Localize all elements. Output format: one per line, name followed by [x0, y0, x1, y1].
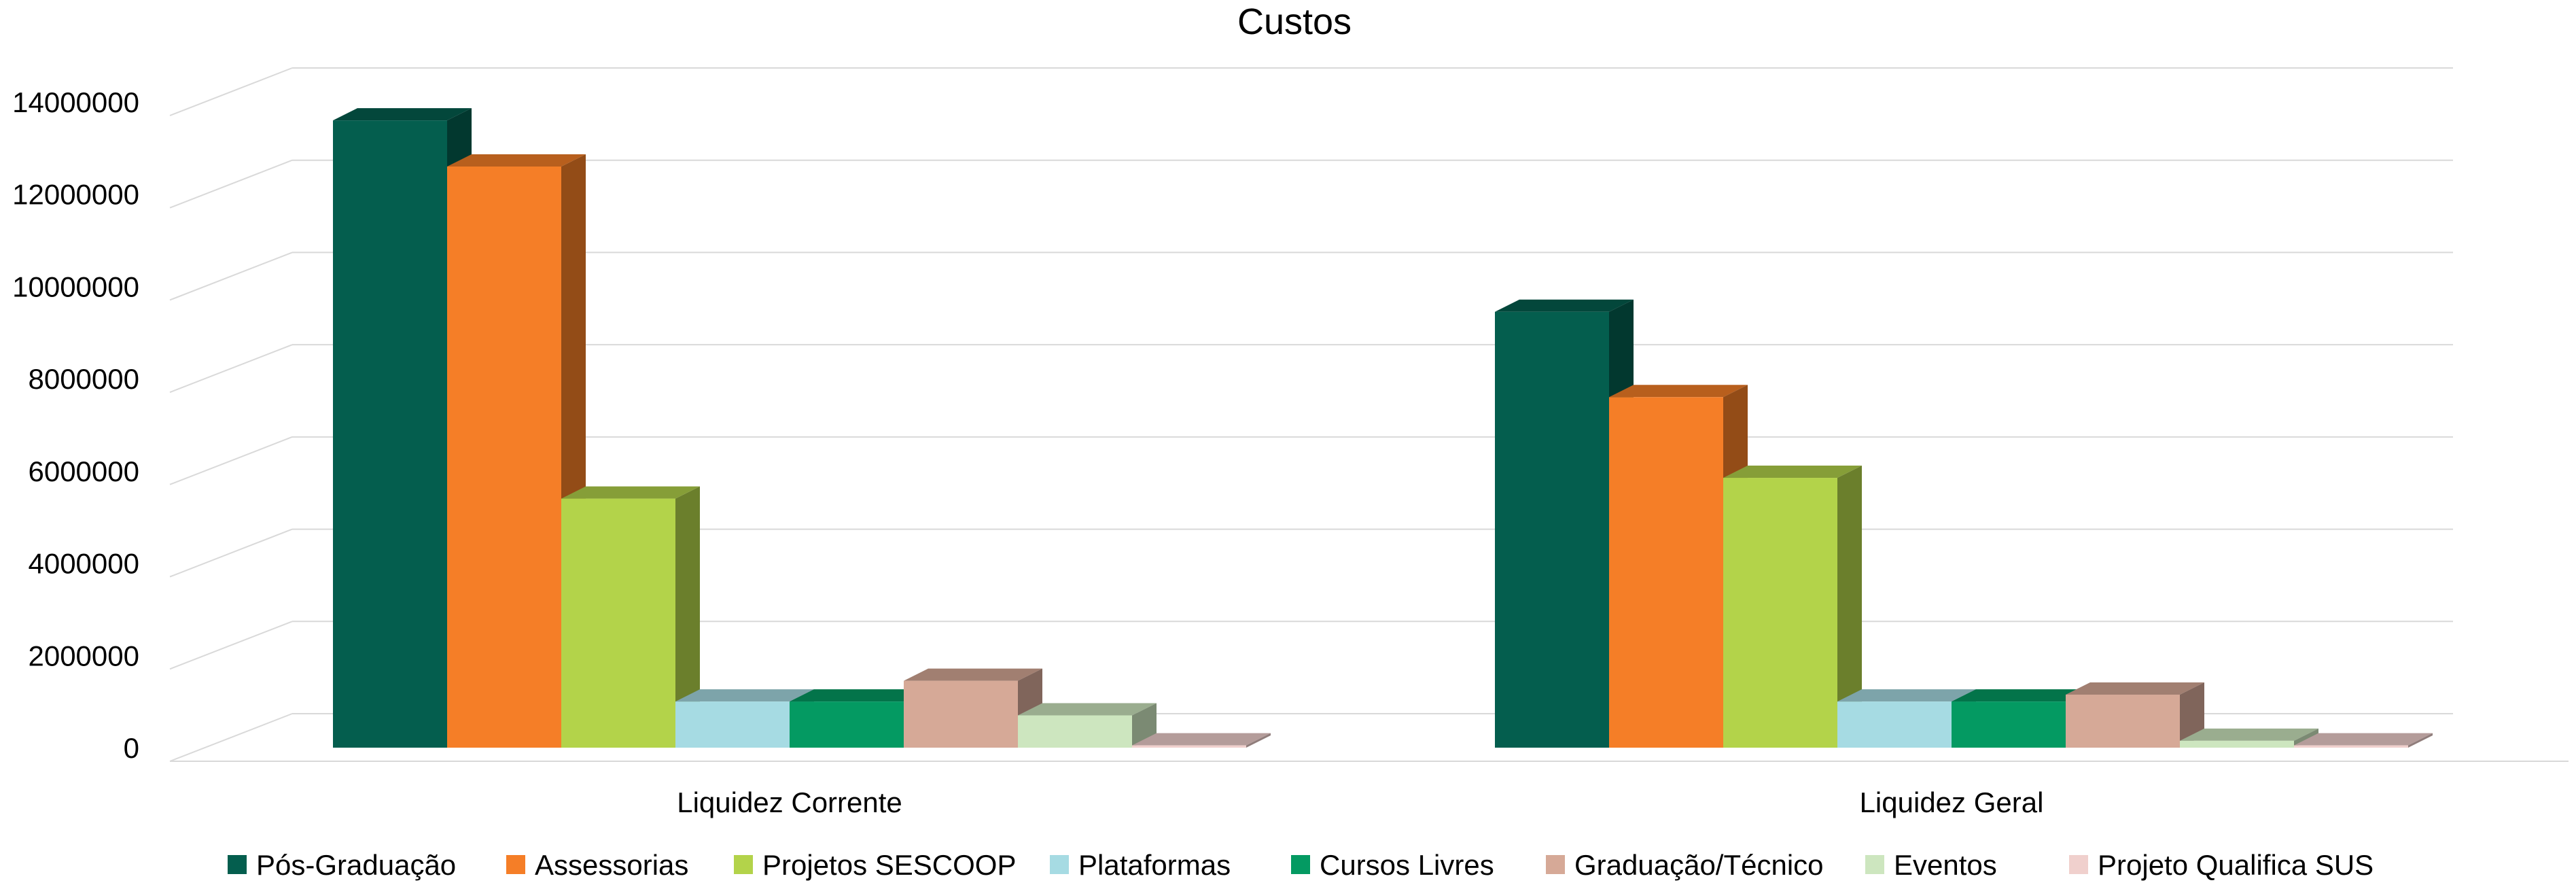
- legend-item: Projetos SESCOOP: [734, 849, 1016, 881]
- bar: [2066, 682, 2204, 748]
- gridline-side: [169, 528, 293, 578]
- gridline-side: [169, 621, 293, 670]
- bar-front: [2180, 740, 2294, 748]
- bar-side: [2180, 682, 2204, 748]
- bar: [904, 668, 1042, 748]
- bar-front: [790, 701, 904, 748]
- bar-top: [333, 108, 472, 121]
- bar-front: [561, 498, 675, 748]
- legend-label: Projetos SESCOOP: [762, 849, 1016, 881]
- bar-front: [2294, 745, 2408, 748]
- gridline-side: [169, 713, 293, 762]
- legend-item: Pós-Graduação: [228, 849, 456, 881]
- bar-side: [1246, 733, 1271, 748]
- legend-swatch: [2069, 855, 2088, 874]
- legend-item: Projeto Qualifica SUS: [2069, 849, 2374, 881]
- bar-top: [1952, 689, 2090, 702]
- legend-item: Eventos: [1865, 849, 1997, 881]
- legend: Pós-Graduação Assessorias Projetos SESCOOP…: [228, 849, 2374, 881]
- y-tick-label: 4000000: [28, 548, 139, 580]
- y-tick-label: 2000000: [28, 640, 139, 672]
- bar-front: [2066, 694, 2180, 748]
- legend-swatch: [734, 855, 753, 874]
- gridline-side: [169, 344, 293, 394]
- bar-top: [1837, 689, 1976, 702]
- bar-top: [1495, 299, 1634, 312]
- bar-top: [790, 689, 928, 702]
- bar-front: [1609, 397, 1723, 748]
- legend-swatch: [1546, 855, 1565, 874]
- bar: [561, 486, 700, 748]
- legend-swatch: [506, 855, 525, 874]
- bar-top: [904, 668, 1042, 681]
- bar-top: [675, 689, 814, 702]
- bar-top: [561, 486, 700, 499]
- chart-title: Custos: [1237, 1, 1352, 42]
- legend-label: Cursos Livres: [1320, 849, 1494, 881]
- gridline-side: [169, 67, 293, 116]
- bar-side: [2408, 733, 2433, 748]
- legend-label: Plataformas: [1078, 849, 1231, 881]
- legend-label: Pós-Graduação: [256, 849, 456, 881]
- legend-item: Graduação/Técnico: [1546, 849, 1824, 881]
- bar-top: [1609, 385, 1748, 398]
- bars: [333, 108, 2433, 748]
- legend-swatch: [228, 855, 247, 874]
- legend-swatch: [1050, 855, 1069, 874]
- gridline-side: [169, 159, 293, 209]
- legend-label: Assessorias: [535, 849, 688, 881]
- bar-side: [675, 486, 700, 748]
- bar-front: [1837, 701, 1952, 748]
- legend-label: Projeto Qualifica SUS: [2098, 849, 2374, 881]
- y-tick-label: 8000000: [28, 363, 139, 395]
- y-tick-label: 0: [124, 732, 139, 764]
- bar-front: [675, 701, 790, 748]
- bar-top: [1723, 466, 1862, 479]
- y-tick-label: 6000000: [28, 455, 139, 487]
- x-axis: Liquidez Corrente Liquidez Geral: [677, 786, 2043, 818]
- bar: [1723, 466, 1862, 748]
- y-tick-label: 10000000: [12, 271, 139, 302]
- bar-side: [1837, 466, 1862, 748]
- bar-front: [333, 120, 447, 748]
- bar: [2294, 733, 2433, 748]
- gridline-side: [169, 251, 293, 301]
- bar-front: [904, 680, 1018, 748]
- bar-front: [447, 167, 561, 748]
- bar-front: [1723, 478, 1837, 748]
- bar-top: [2294, 733, 2433, 746]
- y-tick-label: 12000000: [12, 179, 139, 211]
- bar: [1132, 733, 1271, 748]
- legend-item: Cursos Livres: [1291, 849, 1494, 881]
- legend-swatch: [1291, 855, 1310, 874]
- y-axis: 0 2000000 4000000 6000000 8000000 10000000 120…: [12, 86, 139, 764]
- bar-top: [2066, 682, 2204, 695]
- gridline-side: [169, 436, 293, 485]
- legend-item: Plataformas: [1050, 849, 1231, 881]
- bar-top: [447, 154, 586, 167]
- bar-front: [1018, 715, 1132, 748]
- bar-front: [1132, 745, 1246, 748]
- bar: [1018, 703, 1157, 748]
- category-label: Liquidez Geral: [1860, 786, 2044, 818]
- bar-top: [2180, 728, 2318, 741]
- legend-label: Graduação/Técnico: [1574, 849, 1824, 881]
- bar-front: [1495, 311, 1609, 748]
- bar-top: [1018, 703, 1157, 716]
- bar-top: [1132, 733, 1271, 746]
- legend-label: Eventos: [1894, 849, 1997, 881]
- bar-front: [1952, 701, 2066, 748]
- y-tick-label: 14000000: [12, 86, 139, 118]
- category-label: Liquidez Corrente: [677, 786, 902, 818]
- legend-swatch: [1865, 855, 1884, 874]
- legend-item: Assessorias: [506, 849, 688, 881]
